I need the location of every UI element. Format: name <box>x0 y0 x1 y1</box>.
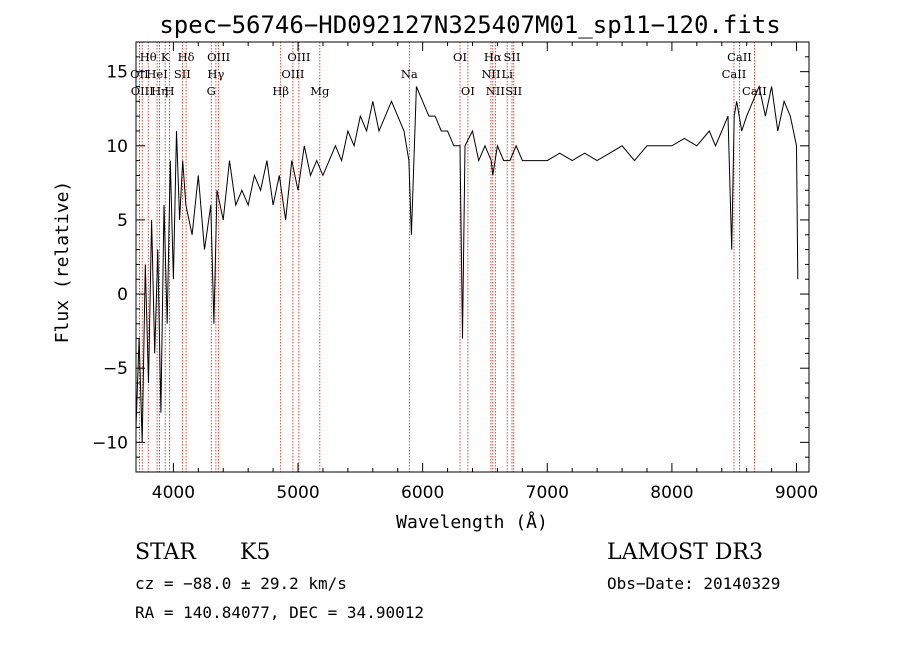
spectral-line-label: Hη <box>151 84 168 98</box>
x-tick-label: 9000 <box>775 483 818 503</box>
spectral-line-label: G <box>207 84 216 98</box>
survey-name: LAMOST DR3 <box>607 540 763 565</box>
y-tick-label: −10 <box>92 433 128 453</box>
x-tick-label: 6000 <box>401 483 444 503</box>
spectral-line-label: CaII <box>727 50 752 64</box>
spectrum-series-line <box>135 84 799 443</box>
spectral-line-label: Hα <box>484 50 502 64</box>
x-tick-label: 7000 <box>526 483 569 503</box>
observation-date: Obs−Date: 20140329 <box>607 574 781 593</box>
spectral-line-label: H <box>165 84 175 98</box>
spectral-line-label: OIII <box>281 67 304 81</box>
spectral-line-label: OI <box>453 50 467 64</box>
spectral-line-label: Hγ <box>207 67 224 81</box>
x-axis-label: Wavelength (Å) <box>396 511 548 533</box>
spectral-line-label: OII <box>130 67 149 81</box>
y-tick-label: −5 <box>103 359 128 379</box>
spectral-line-label: OIII <box>287 50 310 64</box>
plot-area <box>135 84 799 443</box>
y-tick-label: 0 <box>117 285 128 305</box>
redshift-velocity: cz = −88.0 ± 29.2 km/s <box>135 574 347 593</box>
plot-frame <box>135 41 810 473</box>
spectral-line-label: CaII <box>742 84 767 98</box>
spectral-line-label: OI <box>461 84 475 98</box>
spectral-line-label: SII <box>505 84 522 98</box>
y-axis: −10 −5 0 5 10 15 <box>92 41 809 458</box>
y-tick-label: 10 <box>106 137 128 157</box>
spectral-line-markers <box>138 42 755 472</box>
spectral-line-label: NII <box>486 84 505 98</box>
object-class: STAR <box>135 540 196 565</box>
coordinates: RA = 140.84077, DEC = 34.90012 <box>135 603 424 622</box>
spectral-line-label: Li <box>501 67 513 81</box>
object-subclass: K5 <box>240 540 271 565</box>
y-axis-label: Flux (relative) <box>52 181 73 344</box>
spectral-line-labels: OIIOIIIHθHeIHηKHSIIHδGHγOIIIHβOIIIOIIIMg… <box>130 50 767 98</box>
y-tick-label: 5 <box>117 211 128 231</box>
spectral-line-label: HeI <box>146 67 167 81</box>
spectral-line-label: NII <box>481 67 500 81</box>
spectral-line-label: Na <box>401 67 418 81</box>
spectral-line-label: Mg <box>310 84 330 98</box>
chart-title: spec−56746−HD092127N325407M01_sp11−120.f… <box>159 11 780 39</box>
spectral-line-label: Hθ <box>140 50 157 64</box>
spectral-line-label: SII <box>174 67 191 81</box>
x-axis: 4000 5000 6000 7000 8000 9000 <box>152 42 818 503</box>
spectral-line-label: Hδ <box>178 50 195 64</box>
spectral-line-label: CaII <box>722 67 747 81</box>
spectral-line-label: K <box>161 50 170 64</box>
x-tick-label: 4000 <box>152 483 195 503</box>
spectral-line-label: Hβ <box>272 84 289 98</box>
spectral-line-label: OIII <box>207 50 230 64</box>
spectral-line-label: SII <box>504 50 521 64</box>
x-tick-label: 5000 <box>276 483 319 503</box>
y-tick-label: 15 <box>106 63 128 83</box>
x-tick-label: 8000 <box>650 483 693 503</box>
